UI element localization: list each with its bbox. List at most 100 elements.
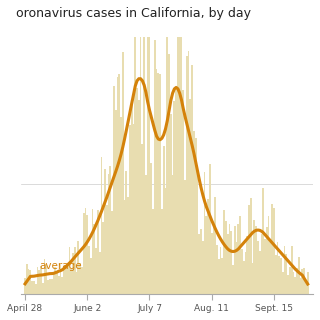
Bar — [28, 269, 29, 294]
Bar — [195, 138, 196, 294]
Bar — [122, 52, 124, 294]
Bar — [127, 197, 129, 294]
Bar — [65, 269, 67, 294]
Bar — [33, 281, 35, 294]
Bar — [145, 175, 147, 294]
Bar — [54, 267, 56, 294]
Bar — [228, 224, 230, 294]
Bar — [109, 166, 111, 294]
Bar — [47, 280, 49, 294]
Bar — [140, 37, 141, 294]
Bar — [244, 252, 246, 294]
Bar — [172, 175, 173, 294]
Bar — [125, 171, 127, 294]
Bar — [236, 242, 237, 294]
Bar — [68, 247, 70, 294]
Bar — [156, 68, 157, 294]
Bar — [136, 88, 138, 294]
Bar — [120, 117, 122, 294]
Bar — [45, 264, 47, 294]
Bar — [124, 200, 125, 294]
Bar — [29, 270, 31, 294]
Bar — [205, 216, 207, 294]
Bar — [83, 212, 84, 294]
Bar — [106, 205, 108, 294]
Bar — [111, 211, 113, 294]
Bar — [159, 74, 161, 294]
Bar — [294, 277, 296, 294]
Bar — [202, 241, 204, 294]
Bar — [246, 236, 248, 294]
Bar — [36, 267, 38, 294]
Bar — [115, 110, 116, 294]
Bar — [271, 204, 273, 294]
Bar — [150, 163, 152, 294]
Bar — [100, 157, 102, 294]
Bar — [252, 263, 253, 294]
Bar — [38, 270, 40, 294]
Bar — [255, 226, 257, 294]
Bar — [234, 226, 236, 294]
Bar — [70, 269, 72, 294]
Bar — [307, 272, 308, 294]
Bar — [264, 239, 266, 294]
Bar — [259, 251, 260, 294]
Bar — [86, 215, 88, 294]
Bar — [303, 268, 305, 294]
Bar — [189, 99, 191, 294]
Bar — [131, 100, 132, 294]
Bar — [31, 281, 33, 294]
Text: average: average — [39, 261, 82, 271]
Bar — [108, 174, 109, 294]
Bar — [72, 253, 74, 294]
Bar — [97, 210, 99, 294]
Bar — [88, 246, 90, 294]
Bar — [243, 261, 244, 294]
Bar — [143, 37, 145, 294]
Bar — [196, 165, 198, 294]
Bar — [49, 279, 51, 294]
Bar — [287, 275, 289, 294]
Bar — [212, 222, 214, 294]
Bar — [24, 277, 26, 294]
Bar — [182, 90, 184, 294]
Bar — [301, 268, 303, 294]
Bar — [291, 246, 292, 294]
Bar — [35, 284, 36, 294]
Bar — [253, 220, 255, 294]
Bar — [40, 266, 42, 294]
Bar — [134, 37, 136, 294]
Bar — [275, 255, 276, 294]
Bar — [84, 208, 86, 294]
Bar — [113, 86, 115, 294]
Bar — [51, 279, 52, 294]
Bar — [52, 275, 54, 294]
Bar — [282, 272, 284, 294]
Bar — [184, 180, 186, 294]
Bar — [76, 272, 77, 294]
Bar — [296, 268, 298, 294]
Bar — [152, 209, 154, 294]
Bar — [207, 199, 209, 294]
Bar — [241, 249, 243, 294]
Bar — [268, 216, 269, 294]
Bar — [173, 100, 175, 294]
Bar — [163, 146, 164, 294]
Bar — [200, 228, 202, 294]
Bar — [58, 276, 60, 294]
Bar — [56, 272, 58, 294]
Bar — [300, 278, 301, 294]
Bar — [191, 65, 193, 294]
Bar — [250, 198, 252, 294]
Bar — [262, 188, 264, 294]
Bar — [223, 210, 225, 294]
Bar — [188, 52, 189, 294]
Bar — [118, 74, 120, 294]
Bar — [92, 209, 93, 294]
Bar — [141, 144, 143, 294]
Bar — [161, 209, 163, 294]
Bar — [63, 270, 65, 294]
Bar — [90, 258, 92, 294]
Bar — [204, 172, 205, 294]
Bar — [157, 73, 159, 294]
